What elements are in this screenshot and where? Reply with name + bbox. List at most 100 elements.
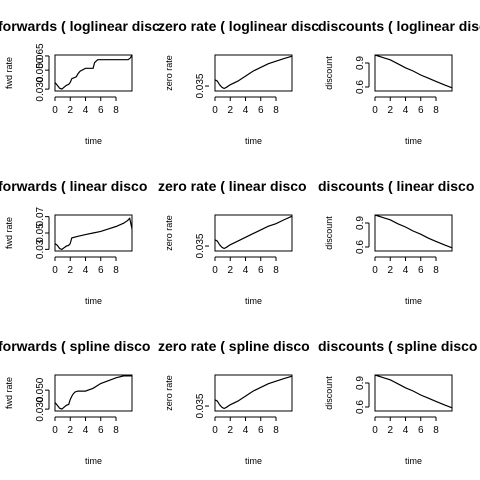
panel-6-x-tick-label: 2 [387,265,393,276]
panel-3-y-tick-label: 0.6 [355,80,366,94]
panel-4-y-axis-label: fwd rate [4,217,14,249]
panel-5-x-tick-label: 2 [227,265,233,276]
panel-1-x-tick-label: 4 [83,105,89,116]
panel-1-y-tick-label: 0.030 [35,76,46,101]
panel-8-y-tick-label: 0.035 [195,393,206,418]
panel-8-x-tick-label: 2 [227,425,233,436]
panel-9-y-tick-label: 0.9 [355,376,366,390]
panel-1-x-tick-label: 6 [98,105,104,116]
panel-2-x-tick-label: 4 [243,105,249,116]
panel-9-x-tick-label: 4 [403,425,409,436]
panel-1-x-tick-label: 2 [67,105,73,116]
panel-6-title: discounts ( linear disco [318,178,474,194]
panel-6-x-axis-label: time [405,296,422,306]
panel-1-y-tick-label: 0.050 [35,57,46,82]
panel-3-x-tick-label: 0 [372,105,378,116]
panel-2-y-axis-label: zero rate [164,55,174,91]
panel-3-x-tick-label: 8 [433,105,439,116]
panel-3-x-tick-label: 6 [418,105,424,116]
panel-8-y-axis-label: zero rate [164,375,174,411]
panel-5-series-line-1 [214,215,293,250]
panel-2-plot-frame [214,54,293,92]
panel-2-x-axis-label: time [245,136,262,146]
panel-6-series-line-1 [374,214,453,249]
panel-9-x-tick-label: 6 [418,425,424,436]
panel-4-y-tick-label: 0.03 [35,239,46,259]
panel-3-series-line-1 [374,54,453,89]
panel-3-x-tick-label: 2 [387,105,393,116]
panel-2-x-tick-label: 8 [273,105,279,116]
panel-4-y-tick-label: 0.07 [35,206,46,226]
panel-5-x-tick-label: 0 [212,265,218,276]
panel-8-x-tick-label: 0 [212,425,218,436]
panel-1-plot-frame [54,54,133,92]
panel-2-x-tick-label: 2 [227,105,233,116]
panel-5-y-tick-label: 0.035 [195,233,206,258]
panel-9-plot-frame [374,374,453,412]
panel-1-x-tick-label: 0 [52,105,58,116]
panel-5-title: zero rate ( linear disco [158,178,307,194]
panel-9-y-axis-label: discount [324,376,334,410]
panel-4-x-tick-label: 8 [113,265,119,276]
panel-5-x-tick-label: 4 [243,265,249,276]
panel-5-plot-frame [214,214,293,252]
panel-8-x-tick-label: 4 [243,425,249,436]
panel-7-x-axis-label: time [85,456,102,466]
panel-5-x-tick-label: 6 [258,265,264,276]
panel-7-x-tick-label: 8 [113,425,119,436]
panel-2-series-line-1 [214,55,293,90]
panel-8-title: zero rate ( spline disco [158,338,310,354]
panel-3-x-tick-label: 4 [403,105,409,116]
panel-6-plot-frame [374,214,453,252]
panel-7-x-tick-label: 0 [52,425,58,436]
panel-7-x-tick-label: 6 [98,425,104,436]
panel-9-x-tick-label: 2 [387,425,393,436]
panel-2-x-tick-label: 0 [212,105,218,116]
panel-1-title: forwards ( loglinear disc [0,18,160,34]
panel-6-y-tick-label: 0.9 [355,216,366,230]
panel-6-x-tick-label: 4 [403,265,409,276]
panel-4-x-tick-label: 4 [83,265,89,276]
panel-8-x-axis-label: time [245,456,262,466]
panel-3-x-axis-label: time [405,136,422,146]
panel-6-y-axis-label: discount [324,216,334,250]
panel-5-x-axis-label: time [245,296,262,306]
panel-4-plot-frame [54,214,133,252]
panel-4-x-tick-label: 0 [52,265,58,276]
panel-4-title: forwards ( linear disco [0,178,147,194]
panel-8-plot-frame [214,374,293,412]
panel-9-series-line-1 [374,374,453,409]
panel-8-series-line-1 [214,375,293,410]
panel-1-y-tick-label: 0.065 [35,43,46,68]
panel-6-x-tick-label: 6 [418,265,424,276]
panel-1-x-tick-label: 8 [113,105,119,116]
panel-9-title: discounts ( spline disco [318,338,477,354]
panel-7-plot-frame [54,374,133,412]
panel-4-x-axis-label: time [85,296,102,306]
panel-7-title: forwards ( spline disco [0,338,150,354]
panel-4-x-tick-label: 2 [67,265,73,276]
panel-9-x-axis-label: time [405,456,422,466]
panel-4-x-tick-label: 6 [98,265,104,276]
panel-4-y-tick-label: 0.05 [35,223,46,243]
panel-8-x-tick-label: 6 [258,425,264,436]
panel-2-x-tick-label: 6 [258,105,264,116]
panel-2-title: zero rate ( loglinear disc [158,18,319,34]
panel-1-y-axis-label: fwd rate [4,57,14,89]
panel-9-x-tick-label: 0 [372,425,378,436]
panel-5-x-tick-label: 8 [273,265,279,276]
panel-6-x-tick-label: 8 [433,265,439,276]
panel-4-series-line-1 [54,217,133,251]
panel-3-y-tick-label: 0.9 [355,56,366,70]
panel-1-series-line-1 [54,54,133,90]
panel-9-x-tick-label: 8 [433,425,439,436]
panel-7-x-tick-label: 4 [83,425,89,436]
panel-9-y-tick-label: 0.6 [355,400,366,414]
panel-6-y-tick-label: 0.6 [355,240,366,254]
panel-3-plot-frame [374,54,453,92]
panel-7-x-tick-label: 2 [67,425,73,436]
panel-7-y-tick-label: 0.030 [35,396,46,421]
panel-2-y-tick-label: 0.035 [195,73,206,98]
panel-6-x-tick-label: 0 [372,265,378,276]
